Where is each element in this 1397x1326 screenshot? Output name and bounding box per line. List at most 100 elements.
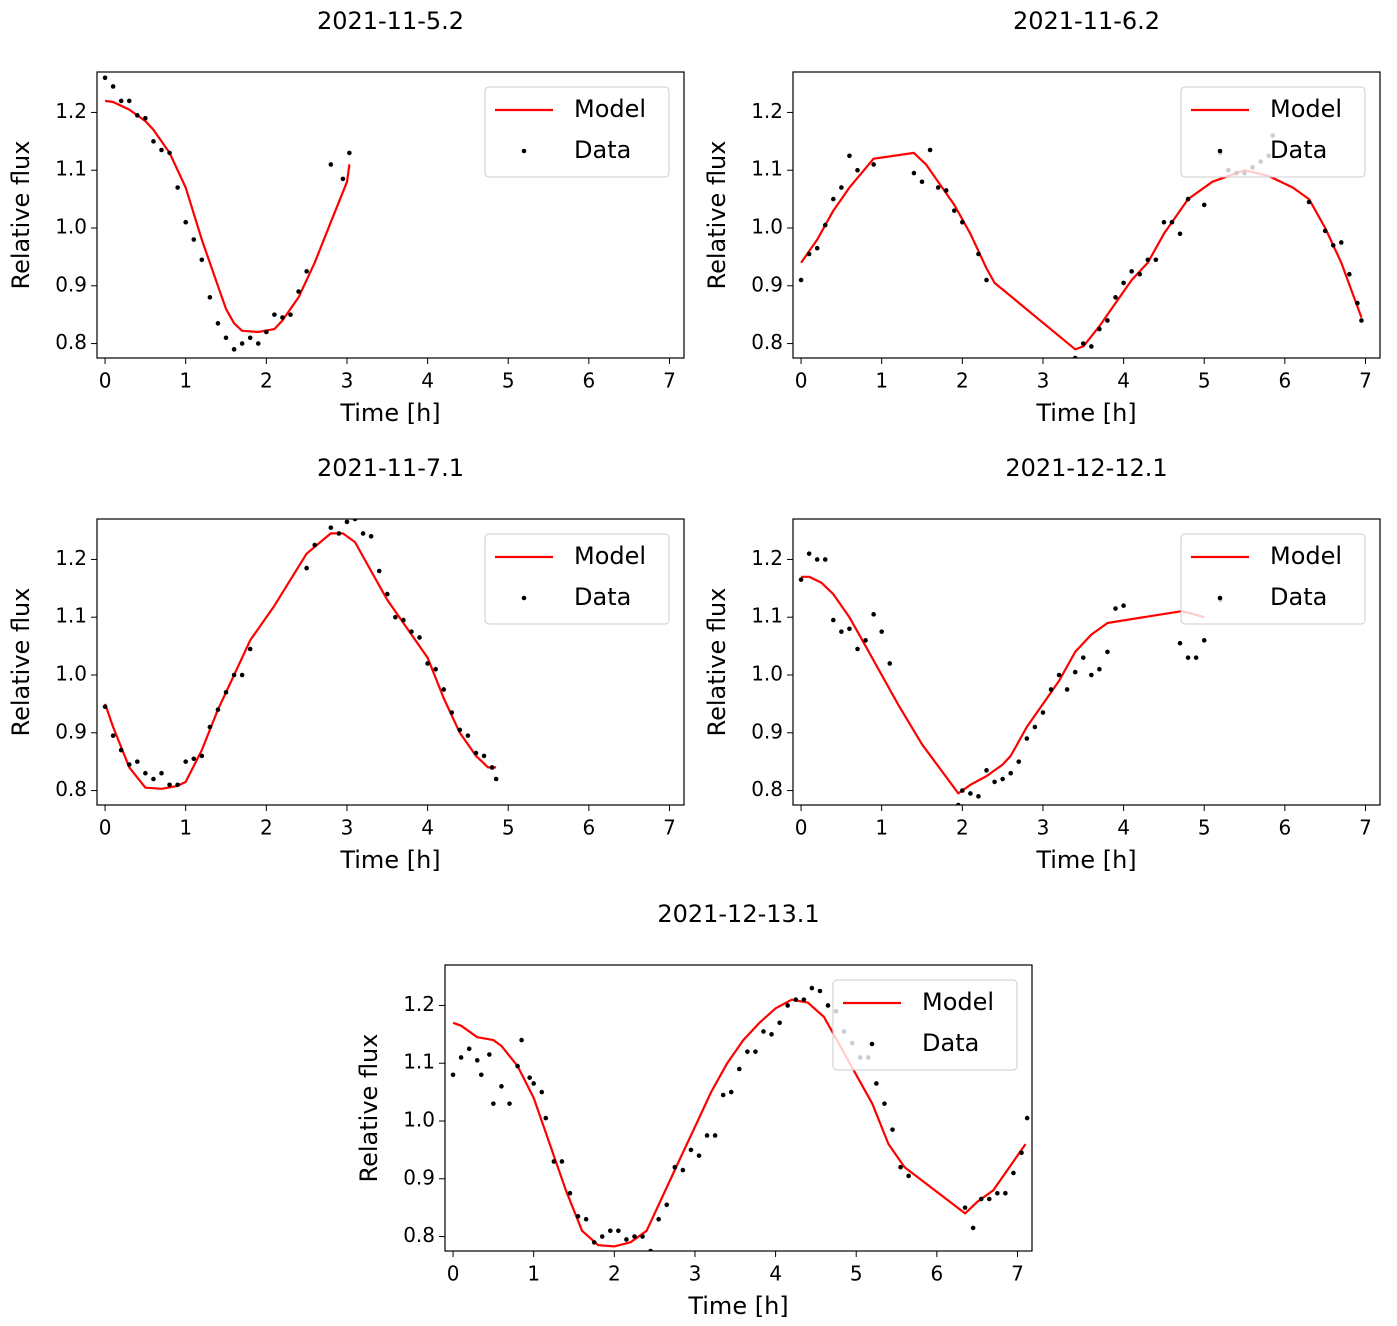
x-tick-label: 0 bbox=[447, 1262, 460, 1286]
x-tick-label: 5 bbox=[502, 369, 515, 393]
data-point bbox=[855, 646, 860, 652]
axes-frame bbox=[96, 71, 685, 359]
x-tick-label: 5 bbox=[502, 816, 515, 840]
data-point bbox=[1129, 269, 1134, 274]
y-tick-label: 1.2 bbox=[55, 546, 87, 570]
plot-area bbox=[450, 985, 1030, 1251]
data-point bbox=[1097, 326, 1102, 332]
subplot-title: 2021-12-12.1 bbox=[1005, 454, 1167, 482]
subplot: 2021-11-5.2 Time [h] Relative flux 0 1 2 3 4 5 6 7… bbox=[7, 7, 685, 427]
data-point bbox=[527, 1075, 532, 1080]
data-point bbox=[984, 768, 989, 773]
data-point bbox=[1338, 240, 1344, 245]
data-point bbox=[632, 1234, 637, 1239]
data-point bbox=[1121, 603, 1126, 608]
data-point bbox=[879, 629, 884, 634]
data-point bbox=[539, 1089, 545, 1095]
legend-label: Model bbox=[574, 542, 646, 570]
data-point bbox=[199, 753, 205, 759]
data-point bbox=[1040, 710, 1046, 715]
data-point bbox=[1032, 724, 1038, 730]
data-point bbox=[478, 1072, 484, 1078]
subplot-title: 2021-11-6.2 bbox=[1013, 7, 1160, 35]
y-tick-label: 0.8 bbox=[403, 1223, 435, 1247]
data-point bbox=[135, 113, 140, 118]
data-point bbox=[720, 1092, 726, 1098]
data-point bbox=[793, 997, 799, 1002]
legend-swatch bbox=[521, 595, 527, 601]
x-tick-label: 6 bbox=[1278, 816, 1291, 840]
data-point bbox=[1201, 638, 1207, 643]
data-point bbox=[239, 341, 245, 346]
legend: Model Data bbox=[484, 86, 670, 178]
data-point bbox=[798, 277, 804, 283]
data-point bbox=[118, 98, 124, 104]
data-point bbox=[995, 1190, 1000, 1196]
x-tick-label: 0 bbox=[99, 369, 112, 393]
data-point bbox=[223, 335, 229, 341]
data-point bbox=[1072, 669, 1078, 675]
y-tick-label: 1.1 bbox=[751, 157, 783, 181]
data-point bbox=[831, 196, 836, 202]
y-tick-label: 1.2 bbox=[403, 992, 435, 1016]
x-tick-label: 4 bbox=[1117, 816, 1130, 840]
y-tick-label: 1.0 bbox=[751, 215, 783, 239]
data-point bbox=[175, 185, 180, 190]
data-point bbox=[761, 1029, 766, 1034]
data-point bbox=[481, 753, 487, 759]
data-point bbox=[328, 525, 334, 530]
data-point bbox=[401, 617, 406, 623]
subplot: 2021-12-12.1 Time [h] Relative flux 0 1 2 3 4 5 6… bbox=[703, 454, 1381, 874]
data-point bbox=[1359, 318, 1364, 323]
x-tick-label: 1 bbox=[875, 369, 888, 393]
data-point bbox=[465, 733, 471, 738]
x-tick-label: 4 bbox=[421, 816, 434, 840]
data-point bbox=[239, 672, 245, 678]
legend-label: Data bbox=[1270, 583, 1327, 611]
data-point bbox=[839, 629, 844, 634]
y-tick-label: 0.9 bbox=[751, 719, 783, 743]
x-axis-label: Time [h] bbox=[339, 399, 440, 427]
x-axis-label: Time [h] bbox=[1035, 399, 1136, 427]
data-point bbox=[1145, 257, 1151, 263]
legend-label: Data bbox=[574, 583, 631, 611]
x-tick-label: 4 bbox=[421, 369, 434, 393]
data-point bbox=[409, 629, 414, 634]
data-point bbox=[151, 139, 156, 144]
data-point bbox=[360, 531, 366, 536]
subplot-title: 2021-11-5.2 bbox=[317, 7, 464, 35]
y-tick-label: 1.0 bbox=[751, 662, 783, 686]
data-point bbox=[304, 565, 309, 571]
data-point bbox=[656, 1216, 661, 1222]
legend-label: Data bbox=[574, 136, 631, 164]
x-tick-label: 6 bbox=[582, 816, 595, 840]
data-point bbox=[745, 1049, 750, 1054]
data-point bbox=[551, 1159, 557, 1164]
x-axis-label: Time [h] bbox=[339, 846, 440, 874]
data-point bbox=[167, 150, 172, 156]
y-axis-label: Relative flux bbox=[7, 141, 35, 290]
x-tick-label: 3 bbox=[341, 369, 354, 393]
data-point bbox=[143, 770, 148, 776]
data-point bbox=[591, 1240, 597, 1245]
data-point bbox=[1105, 649, 1110, 655]
data-point bbox=[1105, 318, 1110, 323]
data-point bbox=[919, 179, 925, 185]
legend-label: Model bbox=[922, 988, 994, 1016]
x-tick-label: 4 bbox=[1117, 369, 1130, 393]
legend-swatch bbox=[1217, 595, 1223, 601]
data-point bbox=[1008, 770, 1014, 776]
data-point bbox=[847, 153, 852, 159]
data-point bbox=[183, 219, 188, 225]
y-tick-label: 1.2 bbox=[751, 546, 783, 570]
x-tick-label: 0 bbox=[99, 816, 112, 840]
data-point bbox=[191, 756, 197, 762]
data-point bbox=[328, 162, 334, 167]
x-tick-label: 6 bbox=[930, 1262, 943, 1286]
data-point bbox=[1161, 219, 1167, 225]
data-point bbox=[616, 1228, 621, 1234]
data-point bbox=[126, 762, 132, 767]
data-point bbox=[417, 635, 422, 640]
data-point bbox=[871, 612, 876, 617]
